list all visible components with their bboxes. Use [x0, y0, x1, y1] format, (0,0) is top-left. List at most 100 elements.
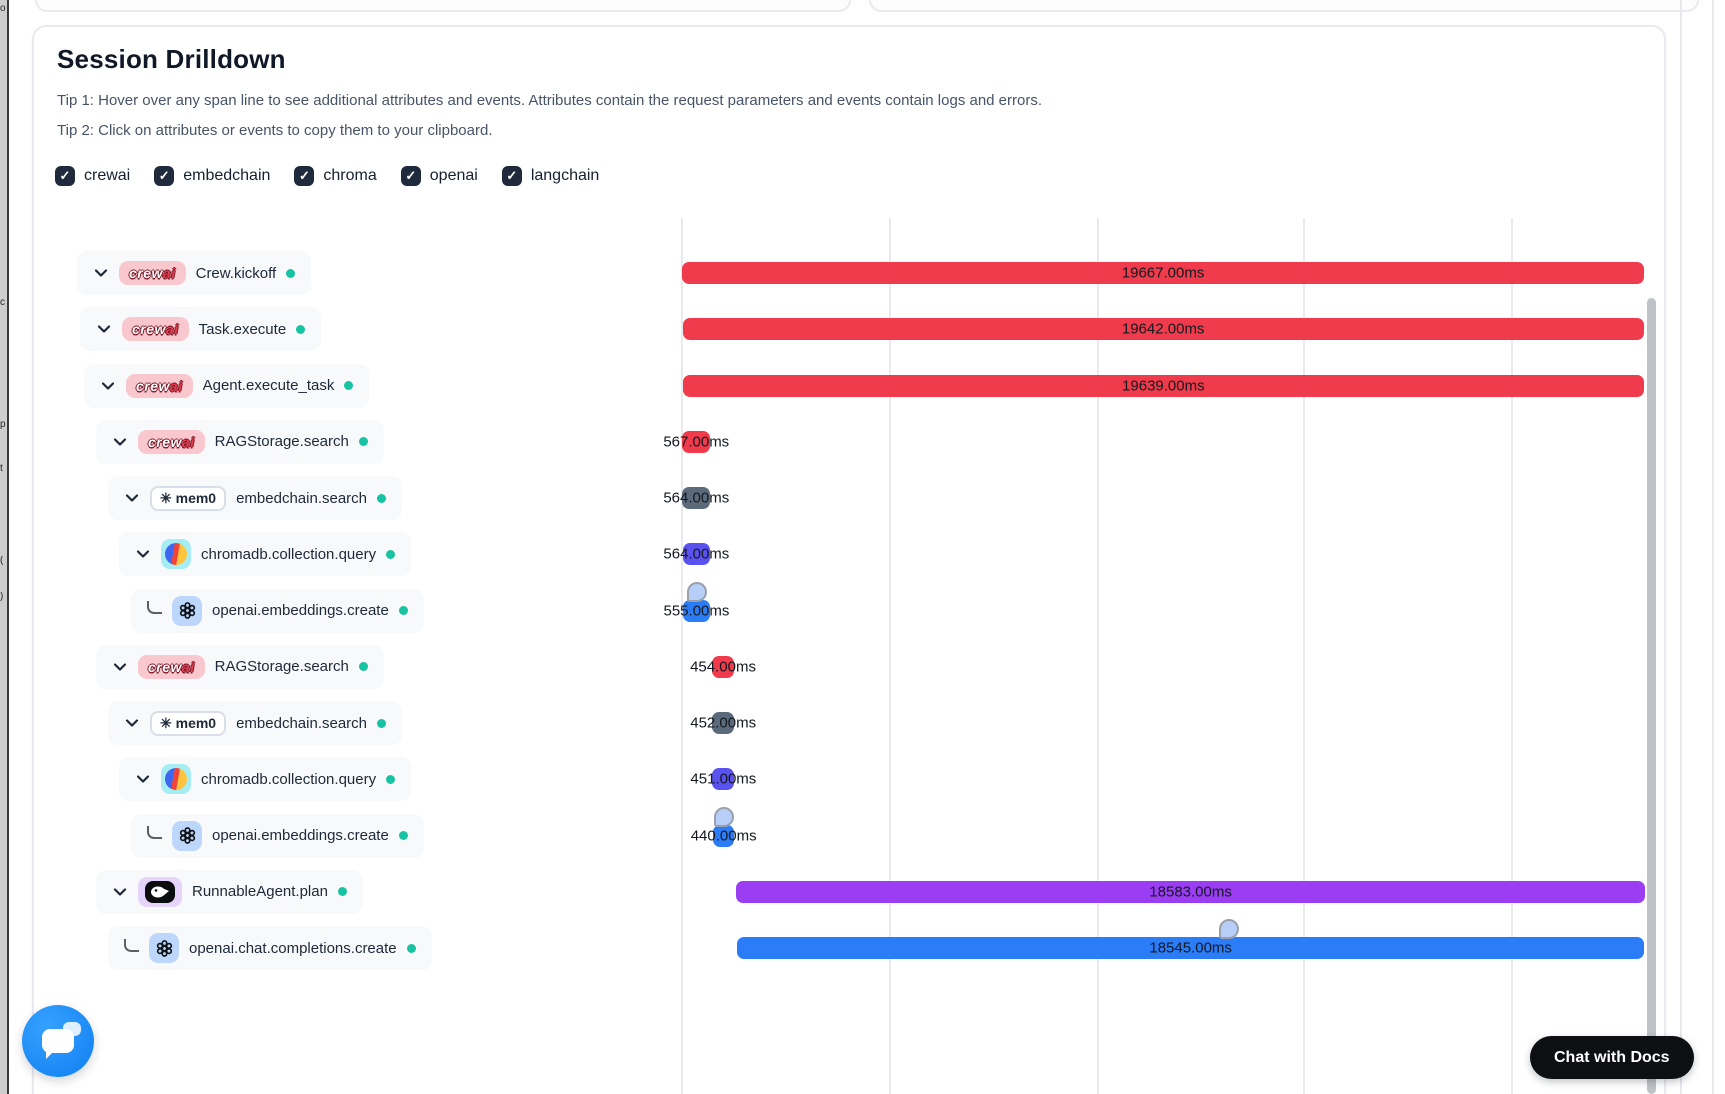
- chevron-down-icon[interactable]: [124, 715, 140, 731]
- span-row-RAGStorage.search[interactable]: crew ai RAGStorage.search: [96, 419, 384, 464]
- span-duration-bar[interactable]: 19642.00ms: [682, 318, 1644, 341]
- span-label: embedchain.search: [236, 489, 368, 507]
- span-duration-label: 567.00ms: [663, 433, 730, 451]
- span-duration-label: 18545.00ms: [1149, 939, 1232, 957]
- span-row-openai.embeddings.create[interactable]: openai.embeddings.create: [131, 588, 424, 633]
- mem0-logo: ✳ mem0: [150, 710, 227, 736]
- span-duration-bar[interactable]: 564.00ms: [663, 487, 729, 509]
- chevron-down-icon[interactable]: [112, 659, 128, 675]
- span-duration-label: 564.00ms: [663, 545, 730, 563]
- span-row-openai.embeddings.create[interactable]: openai.embeddings.create: [131, 813, 424, 858]
- span-row-Crew.kickoff[interactable]: crew ai Crew.kickoff: [77, 251, 312, 295]
- span-row-Task.execute[interactable]: crew ai Task.execute: [80, 307, 322, 352]
- filter-label: langchain: [530, 167, 600, 184]
- filter-checkbox-langchain[interactable]: ✓ langchain: [501, 166, 600, 186]
- filter-checkbox-openai[interactable]: ✓ openai: [400, 166, 478, 186]
- status-dot: [398, 606, 408, 615]
- clipped-text-fragment: (: [0, 556, 4, 566]
- span-label: openai.embeddings.create: [212, 827, 389, 844]
- span-duration-bar[interactable]: 454.00ms: [690, 655, 756, 678]
- clipped-panel-edge-2: [1712, 0, 1714, 1094]
- status-dot: [377, 718, 387, 728]
- span-row-openai.chat.completions.create[interactable]: openai.chat.completions.create: [108, 926, 432, 970]
- checkbox-checked-icon[interactable]: ✓: [154, 166, 175, 186]
- span-duration-label: 451.00ms: [690, 770, 757, 788]
- crewai-logo: crew ai: [138, 654, 205, 679]
- chevron-down-icon[interactable]: [112, 434, 128, 450]
- span-label: RunnableAgent.plan: [192, 883, 328, 901]
- span-row-RunnableAgent.plan[interactable]: RunnableAgent.plan: [96, 869, 363, 914]
- span-row-embedchain.search[interactable]: ✳ mem0 embedchain.search: [108, 701, 403, 745]
- child-connector-icon: [147, 826, 162, 839]
- span-duration-bar[interactable]: 18545.00ms: [737, 937, 1645, 959]
- chevron-down-icon[interactable]: [112, 884, 128, 900]
- span-duration-bar[interactable]: 451.00ms: [690, 768, 756, 791]
- filter-checkbox-chroma[interactable]: ✓ chroma: [294, 166, 377, 186]
- time-gridline: [1511, 218, 1513, 1094]
- span-duration-bar[interactable]: 555.00ms: [664, 599, 729, 622]
- event-bubble-icon[interactable]: [713, 806, 734, 827]
- span-duration-label: 564.00ms: [663, 489, 730, 507]
- clipped-text-fragment: o: [0, 4, 6, 14]
- checkbox-checked-icon[interactable]: ✓: [55, 166, 75, 186]
- event-bubble-icon[interactable]: [1218, 919, 1239, 939]
- span-row-chromadb.collection.query[interactable]: chromadb.collection.query: [119, 757, 412, 802]
- chat-with-docs-button[interactable]: Chat with Docs: [1530, 1036, 1694, 1079]
- span-duration-bar[interactable]: 440.00ms: [691, 824, 757, 847]
- checkbox-checked-icon[interactable]: ✓: [501, 166, 522, 186]
- span-row-chromadb.collection.query[interactable]: chromadb.collection.query: [119, 532, 412, 577]
- checkbox-checked-icon[interactable]: ✓: [294, 166, 315, 186]
- chevron-down-icon[interactable]: [100, 378, 116, 394]
- span-row-Agent.execute_task[interactable]: crew ai Agent.execute_task: [84, 363, 370, 408]
- span-label: chromadb.collection.query: [201, 770, 377, 788]
- span-label: RAGStorage.search: [214, 658, 349, 676]
- status-dot: [386, 774, 396, 784]
- filter-checkbox-embedchain[interactable]: ✓ embedchain: [154, 166, 270, 186]
- vertical-scrollbar-thumb[interactable]: [1647, 298, 1656, 1094]
- span-label: RAGStorage.search: [214, 433, 349, 451]
- chevron-down-icon[interactable]: [135, 546, 151, 562]
- status-dot: [377, 493, 387, 503]
- span-duration-label: 452.00ms: [690, 714, 757, 732]
- child-connector-icon: [124, 938, 139, 952]
- chevron-down-icon[interactable]: [135, 771, 151, 787]
- span-row-embedchain.search[interactable]: ✳ mem0 embedchain.search: [108, 476, 403, 520]
- clipped-text-fragment: c: [0, 298, 5, 308]
- event-bubble-icon[interactable]: [687, 581, 708, 602]
- span-duration-bar[interactable]: 19639.00ms: [682, 374, 1644, 397]
- filter-label: chroma: [323, 167, 377, 184]
- status-dot: [358, 662, 368, 672]
- span-label: openai.chat.completions.create: [189, 939, 397, 957]
- span-label: embedchain.search: [236, 714, 368, 732]
- clipped-panel-edge-1: [1680, 0, 1682, 1094]
- openai-logo: [172, 820, 202, 851]
- span-duration-label: 555.00ms: [663, 602, 730, 619]
- status-dot: [296, 324, 306, 334]
- span-duration-bar[interactable]: 564.00ms: [663, 543, 729, 566]
- clipped-card-top-right: [869, 0, 1699, 12]
- span-duration-bar[interactable]: 18583.00ms: [736, 880, 1646, 903]
- span-duration-bar[interactable]: 19667.00ms: [682, 262, 1645, 284]
- span-label: chromadb.collection.query: [201, 545, 377, 563]
- status-dot: [286, 268, 296, 278]
- span-label: Crew.kickoff: [195, 264, 277, 282]
- chat-bubble-icon: [42, 1022, 81, 1059]
- tip-2-text: Tip 2: Click on attributes or events to …: [57, 122, 493, 139]
- span-label: Task.execute: [198, 320, 287, 338]
- filter-checkbox-crewai[interactable]: ✓ crewai: [55, 166, 130, 186]
- chevron-down-icon[interactable]: [96, 321, 112, 337]
- span-duration-bar[interactable]: 567.00ms: [663, 430, 729, 453]
- chevron-down-icon[interactable]: [124, 490, 140, 506]
- crewai-logo: crew ai: [122, 317, 189, 342]
- span-row-RAGStorage.search[interactable]: crew ai RAGStorage.search: [96, 644, 384, 689]
- crewai-logo: crew ai: [126, 373, 193, 398]
- status-dot: [344, 381, 354, 390]
- chat-widget-button[interactable]: [22, 1005, 94, 1077]
- chevron-down-icon[interactable]: [93, 265, 109, 281]
- span-duration-label: 19639.00ms: [1122, 377, 1205, 394]
- checkbox-checked-icon[interactable]: ✓: [400, 166, 421, 186]
- span-duration-bar[interactable]: 452.00ms: [690, 712, 756, 734]
- tip-1-text: Tip 1: Hover over any span line to see a…: [57, 92, 1043, 109]
- time-gridline: [1097, 218, 1099, 1094]
